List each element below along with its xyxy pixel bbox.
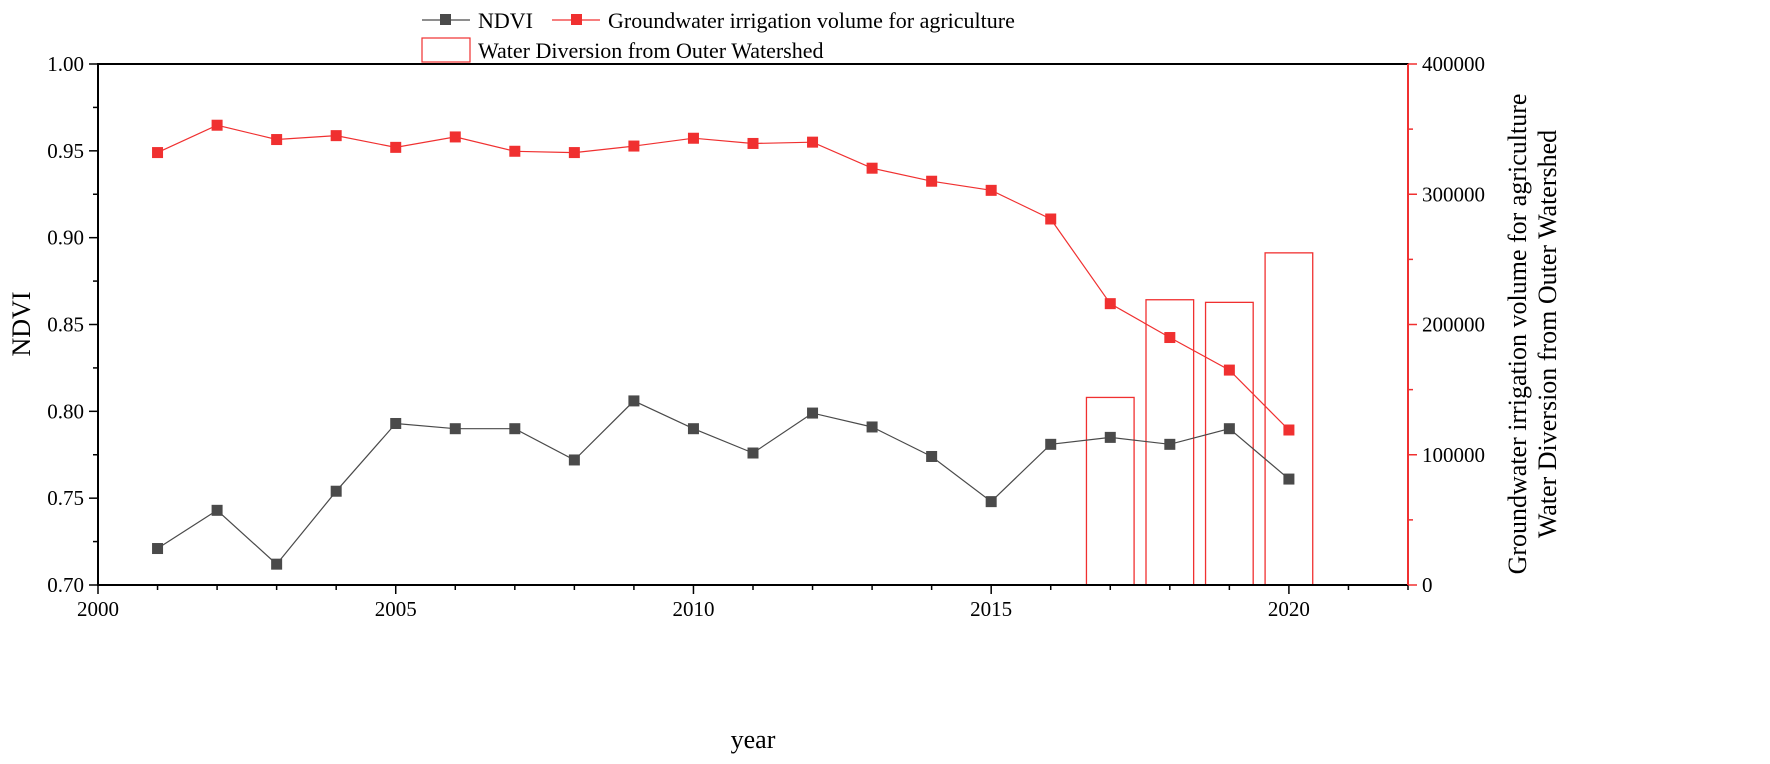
y-axis-right: 0 100000 200000 300000 400000: [1408, 52, 1485, 597]
legend-ndvi-label: NDVI: [478, 8, 533, 33]
y2-axis-title-line2: Water Diversion from Outer Watershed: [1533, 130, 1562, 538]
ndvi-point: [926, 450, 938, 462]
groundwater-point: [628, 140, 640, 152]
ndvi-point: [1104, 431, 1116, 443]
ndvi-point: [509, 423, 521, 435]
ndvi-point: [985, 496, 997, 508]
ndvi-point: [330, 485, 342, 497]
y2-tick-label: 300000: [1422, 182, 1485, 206]
water-diversion-bar: [1264, 252, 1314, 586]
groundwater-point: [449, 131, 461, 143]
lines-layer: [157, 124, 1290, 566]
groundwater-point: [1104, 298, 1116, 310]
groundwater-point: [866, 162, 878, 174]
y-tick-label: 0.90: [47, 226, 84, 250]
water-diversion-bar: [1085, 396, 1135, 586]
ndvi-point: [747, 447, 759, 459]
groundwater-point: [926, 175, 938, 187]
groundwater-point: [747, 137, 759, 149]
y-axis-left: 0.70 0.75 0.80 0.85 0.90 0.95 1.00: [47, 52, 98, 597]
groundwater-point: [211, 119, 223, 131]
y-tick-label: 0.80: [47, 399, 84, 423]
groundwater-point: [568, 147, 580, 159]
ndvi-point: [1283, 473, 1295, 485]
groundwater-point: [687, 132, 699, 144]
ndvi-point: [866, 421, 878, 433]
ndvi-series-line: [157, 400, 1290, 566]
groundwater-point: [807, 136, 819, 148]
y-tick-label: 0.75: [47, 486, 84, 510]
water-diversion-bar: [1204, 301, 1254, 586]
ndvi-point: [271, 558, 283, 570]
groundwater-point: [1283, 424, 1295, 436]
x-tick-label: 2010: [672, 597, 714, 621]
groundwater-point: [152, 147, 164, 159]
y2-tick-label: 100000: [1422, 443, 1485, 467]
groundwater-point: [1223, 364, 1235, 376]
ndvi-point: [449, 423, 461, 435]
legend: NDVI Groundwater irrigation volume for a…: [421, 8, 1015, 63]
y-axis-title: NDVI: [7, 292, 36, 357]
legend-diversion-label: Water Diversion from Outer Watershed: [478, 38, 824, 63]
ndvi-point: [1164, 438, 1176, 450]
y-tick-label: 0.95: [47, 139, 84, 163]
x-axis: 2000 2005 2010 2015 2020: [77, 585, 1409, 621]
legend-ndvi-marker: [440, 14, 451, 25]
y2-tick-label: 200000: [1422, 313, 1485, 337]
groundwater-point: [985, 184, 997, 196]
groundwater-point: [1045, 213, 1057, 225]
x-tick-label: 2020: [1268, 597, 1310, 621]
ndvi-point: [390, 417, 402, 429]
bars-layer: [1085, 252, 1314, 586]
y-tick-label: 0.85: [47, 313, 84, 337]
x-axis-title: year: [731, 725, 776, 754]
groundwater-series-line: [157, 124, 1290, 431]
ndvi-point: [1223, 423, 1235, 435]
ndvi-point: [568, 454, 580, 466]
groundwater-point: [271, 134, 283, 146]
ndvi-point: [211, 504, 223, 516]
legend-groundwater-label: Groundwater irrigation volume for agricu…: [608, 8, 1015, 33]
groundwater-point: [509, 145, 521, 157]
groundwater-point: [330, 130, 342, 142]
markers-layer: [152, 119, 1295, 570]
y2-tick-label: 400000: [1422, 52, 1485, 76]
x-tick-label: 2000: [77, 597, 119, 621]
x-tick-label: 2015: [970, 597, 1012, 621]
ndvi-point: [807, 407, 819, 419]
y2-tick-label: 0: [1422, 573, 1433, 597]
y-tick-label: 0.70: [47, 573, 84, 597]
x-tick-label: 2005: [375, 597, 417, 621]
ndvi-point: [1045, 438, 1057, 450]
ndvi-point: [152, 543, 164, 555]
y-tick-label: 1.00: [47, 52, 84, 76]
groundwater-point: [1164, 332, 1176, 344]
legend-diversion-swatch: [421, 37, 471, 63]
y2-axis-title-line1: Groundwater irrigation volume for agricu…: [1503, 94, 1532, 575]
groundwater-point: [390, 141, 402, 153]
legend-groundwater-marker: [571, 14, 582, 25]
ndvi-point: [628, 395, 640, 407]
ndvi-point: [687, 423, 699, 435]
